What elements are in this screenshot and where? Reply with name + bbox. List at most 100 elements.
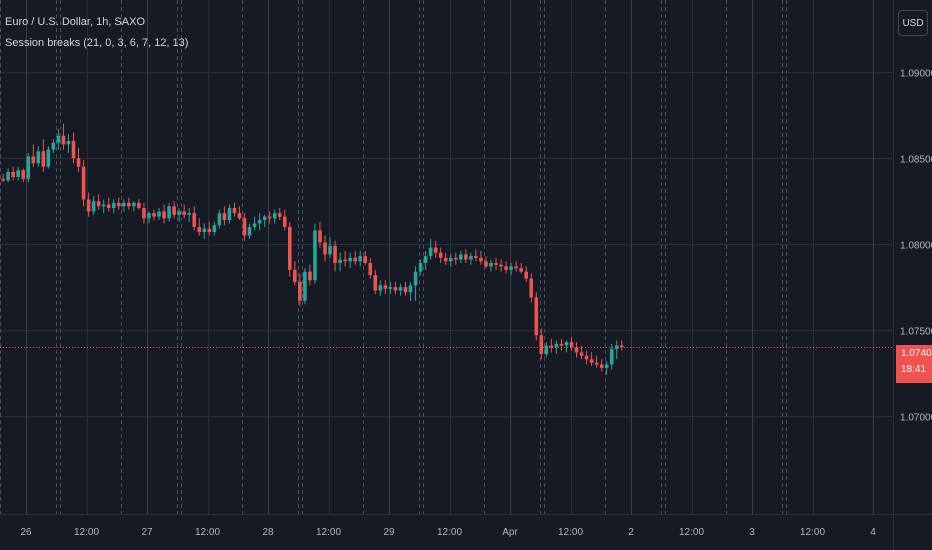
candle-body: [212, 225, 217, 233]
candle: [122, 199, 126, 212]
candle: [594, 355, 599, 368]
candle: [187, 208, 191, 222]
x-tick-label: 2: [628, 527, 634, 538]
candle-body: [247, 226, 252, 236]
candle-body: [569, 342, 574, 348]
candle-body: [162, 211, 166, 219]
candle-body: [167, 206, 171, 219]
candle: [524, 266, 529, 282]
candle-body: [137, 202, 141, 209]
candle: [328, 237, 332, 258]
candle: [242, 213, 247, 241]
candle: [343, 250, 347, 267]
candle: [373, 269, 378, 294]
candle: [464, 249, 468, 264]
x-tick-label: 12:00: [679, 527, 704, 538]
candle-body: [383, 285, 388, 289]
candle: [398, 283, 403, 296]
candle: [76, 147, 81, 172]
candle-body: [81, 166, 86, 200]
candle: [46, 146, 51, 169]
candle-body: [101, 204, 106, 207]
candle: [217, 209, 222, 229]
candle: [106, 197, 111, 212]
candle: [11, 166, 15, 181]
candle-body: [479, 257, 483, 262]
indicator-label[interactable]: Session breaks (21, 0, 3, 6, 7, 12, 13): [5, 37, 189, 49]
candle-body: [428, 247, 433, 257]
candle-body: [257, 220, 262, 224]
x-tick-label: 12:00: [74, 527, 99, 538]
currency-button[interactable]: USD: [898, 10, 928, 36]
candle-body: [127, 202, 131, 207]
x-tick-label: 12:00: [316, 527, 341, 538]
candle: [413, 266, 418, 301]
candle-body: [262, 216, 267, 221]
price-axis[interactable]: 1.09000 1.08500 1.08000 1.07500 1.07000: [900, 69, 932, 424]
candle-body: [1, 178, 5, 181]
candle-body: [177, 211, 181, 215]
candle-body: [564, 342, 569, 346]
candle: [277, 208, 282, 221]
y-tick-label: 1.07500: [900, 327, 932, 338]
candle: [323, 235, 327, 262]
candle-body: [6, 171, 10, 181]
candle-body: [373, 275, 378, 291]
x-tick-label: 12:00: [800, 527, 825, 538]
candle: [408, 281, 413, 301]
candle-body: [469, 256, 473, 260]
candle-body: [142, 208, 146, 219]
candle: [504, 261, 508, 274]
x-tick-label: 4: [870, 527, 876, 538]
candle-body: [26, 156, 31, 179]
candle-body: [202, 228, 207, 233]
candle: [318, 221, 322, 248]
candle-body: [599, 364, 604, 368]
candle: [257, 213, 262, 231]
candle-body: [594, 362, 599, 365]
candle: [579, 345, 584, 360]
candle: [479, 250, 483, 265]
candle: [66, 134, 71, 153]
candle-body: [157, 211, 161, 217]
candle-body: [614, 345, 619, 349]
candle: [574, 342, 579, 358]
x-tick-label: 27: [141, 527, 153, 538]
candle-body: [217, 213, 222, 226]
x-tick-label: Apr: [502, 527, 518, 538]
candle-body: [489, 263, 493, 267]
candle: [313, 223, 317, 284]
candle-body: [348, 257, 352, 262]
candle-body: [187, 213, 191, 215]
candle-body: [56, 135, 61, 143]
candle-body: [388, 287, 393, 289]
candle: [308, 264, 312, 286]
candle-body: [298, 281, 302, 301]
candle-body: [66, 140, 71, 145]
candle-body: [116, 202, 121, 207]
candle: [368, 257, 373, 279]
candle-body: [16, 170, 20, 178]
candle: [298, 273, 302, 306]
symbol-title[interactable]: Euro / U.S. Dollar, 1h, SAXO: [5, 16, 146, 28]
candle-body: [106, 204, 111, 209]
y-tick-label: 1.09000: [900, 69, 932, 80]
candle-body: [353, 257, 357, 262]
x-tick-label: 26: [20, 527, 32, 538]
grid-lines: [0, 0, 893, 514]
candle: [137, 199, 141, 210]
candle-body: [609, 348, 614, 365]
candle-body: [619, 345, 624, 348]
candle: [338, 252, 342, 272]
time-axis[interactable]: 26 12:00 27 12:00 28 12:00 29 12:00 Apr 12:00 2 12:…: [20, 527, 876, 538]
candle: [484, 256, 488, 269]
candle: [142, 202, 146, 224]
candle-body: [252, 223, 257, 227]
candle: [282, 209, 287, 231]
candle-body: [484, 261, 488, 267]
candle: [56, 128, 61, 150]
candle-body: [227, 208, 232, 221]
candle-body: [277, 213, 282, 217]
candle: [539, 328, 544, 360]
